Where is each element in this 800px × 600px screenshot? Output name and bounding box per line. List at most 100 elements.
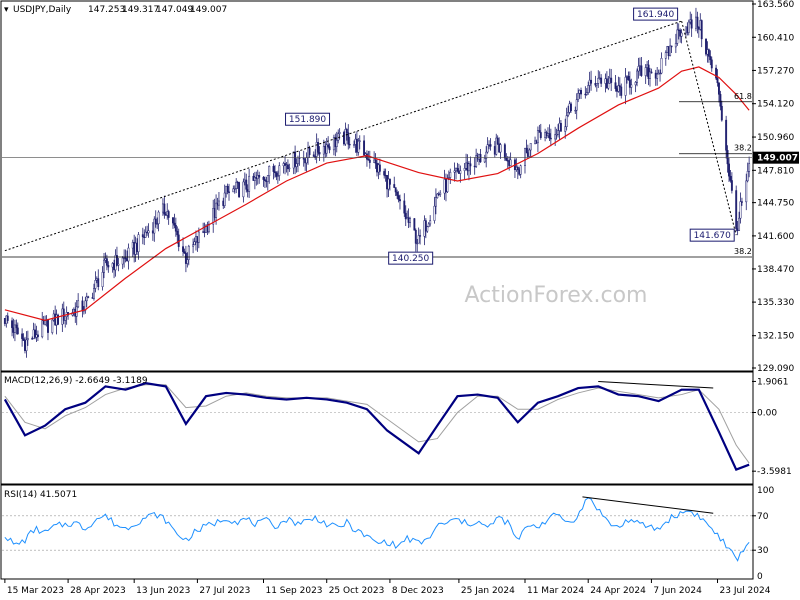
candle-body	[357, 140, 360, 153]
candle-body	[446, 177, 449, 193]
candle-body	[419, 235, 422, 237]
candle-body	[183, 251, 186, 254]
candle-body	[469, 163, 472, 167]
candle-body	[670, 45, 673, 48]
candle-body	[103, 259, 105, 273]
candle-body	[503, 144, 506, 159]
price-header: ▾ USDJPY,Daily 147.253 149.317 147.049 1…	[4, 5, 227, 15]
candle-body	[77, 300, 80, 308]
candle-body	[453, 170, 456, 173]
candle-body	[184, 252, 187, 264]
candle-body	[284, 163, 286, 166]
candle-body	[524, 147, 526, 166]
candle-body	[590, 79, 593, 84]
candle-body	[495, 137, 498, 155]
candle-body	[505, 157, 508, 161]
ohlc-low: 147.049	[156, 5, 193, 15]
candle-body	[13, 324, 16, 333]
candle-body	[147, 230, 150, 234]
candle-body	[34, 329, 36, 338]
candle-body	[746, 171, 749, 182]
price-pane: 163.560 160.410 157.270 154.120 150.960 147.8…	[2, 0, 799, 374]
price-y-tick-label: 141.600	[757, 232, 794, 242]
candle-body	[393, 184, 396, 188]
candle-body	[620, 86, 623, 96]
candle-body	[156, 223, 159, 225]
candle-body	[266, 175, 269, 182]
candle-body	[15, 324, 18, 329]
rsi-line	[4, 497, 750, 562]
candle-body	[275, 172, 278, 177]
candle-body	[485, 151, 488, 159]
candle-body	[486, 144, 489, 153]
candle-body	[409, 218, 411, 223]
candle-body	[274, 171, 276, 174]
candle-body	[94, 280, 97, 289]
x-tick-label: 28 Apr 2023	[70, 586, 126, 596]
macd-y-tick-label: 1.9061	[757, 377, 789, 387]
candle-body	[459, 170, 462, 174]
x-tick-label: 23 Jul 2024	[720, 586, 771, 596]
candle-body	[449, 172, 452, 178]
candle-body	[557, 130, 559, 135]
candle-body	[328, 146, 331, 151]
candle-body	[363, 140, 366, 156]
candle-body	[325, 144, 328, 154]
candle-body	[218, 200, 220, 206]
candle-body	[426, 226, 429, 232]
candle-body	[358, 140, 361, 142]
candle-body	[479, 154, 482, 163]
fib-label-38-2-upper: 38.2	[734, 144, 752, 153]
price-y-tick-label: 138.470	[757, 265, 794, 275]
candle-body	[637, 66, 640, 72]
candle-body	[157, 211, 160, 225]
candle-body	[496, 137, 499, 145]
candle-body	[294, 151, 297, 167]
candle-body	[483, 158, 486, 163]
candle-body	[536, 130, 539, 144]
candle-body	[81, 300, 84, 312]
candle-body	[564, 126, 567, 132]
candle-body	[193, 241, 196, 246]
candle-body	[36, 334, 39, 338]
current-price-box	[753, 151, 799, 164]
candle-body	[182, 246, 184, 252]
candle-body	[726, 150, 729, 165]
candle-body	[378, 164, 381, 172]
candle-body	[117, 263, 120, 266]
candle-body	[529, 143, 532, 151]
rsi-y-tick-label: 30	[757, 546, 769, 556]
candle-body	[745, 180, 748, 203]
candle-body	[263, 179, 266, 181]
price-y-tick-label: 150.960	[757, 133, 794, 143]
candle-body	[429, 220, 432, 225]
candle-body	[649, 71, 651, 79]
candle-body	[215, 202, 218, 218]
ohlc-high: 149.317	[122, 5, 159, 15]
price-y-tick-label: 135.330	[757, 298, 794, 308]
candle-body	[232, 188, 235, 193]
candle-body	[124, 257, 127, 260]
price-y-tick-label: 147.810	[757, 166, 794, 176]
candle-body	[62, 308, 65, 321]
candle-body	[153, 218, 156, 234]
x-tick-label: 8 Dec 2023	[392, 586, 444, 596]
candle-body	[272, 165, 275, 172]
candle-body	[22, 338, 25, 341]
candle-body	[554, 134, 557, 140]
candle-body	[403, 200, 406, 214]
candle-body	[575, 99, 578, 111]
symbol-label: USDJPY,Daily	[13, 5, 72, 15]
price-annotation-label: 141.670	[694, 231, 731, 241]
candle-body	[610, 77, 613, 83]
rsi-label: RSI(14) 41.5071	[4, 490, 77, 500]
rsi-y-tick-label: 70	[757, 512, 769, 522]
candle-body	[268, 165, 271, 176]
candle-body	[144, 231, 147, 238]
price-annotation-box	[285, 112, 331, 126]
candle-body	[338, 132, 341, 134]
candle-body	[172, 217, 174, 224]
candle-body	[347, 132, 350, 145]
rsi-y-tick-label: 100	[757, 486, 774, 496]
candle-body	[707, 49, 710, 57]
